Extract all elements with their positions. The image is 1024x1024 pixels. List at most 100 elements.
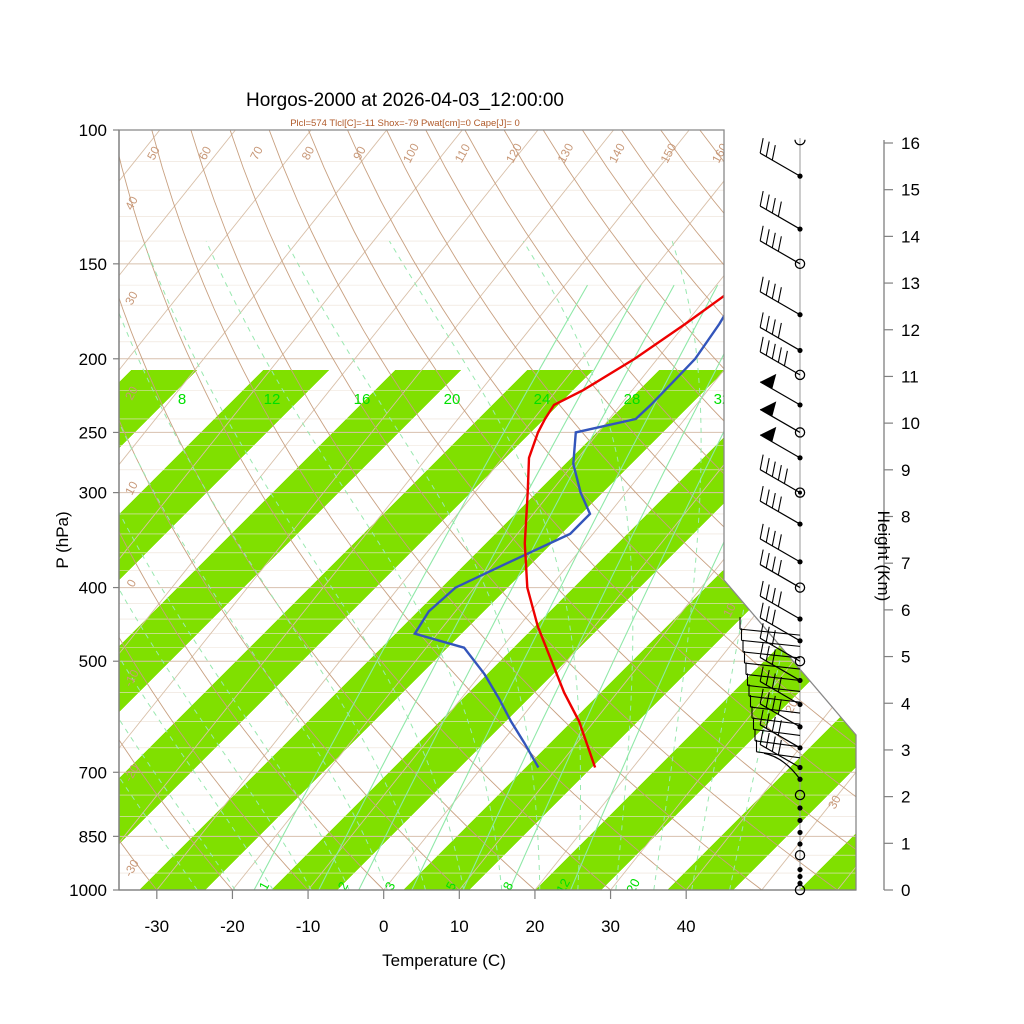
- pressure-tick-label: 100: [79, 121, 107, 140]
- wind-level-dot: [797, 701, 803, 708]
- height-axis-label: Height (Km): [874, 511, 893, 602]
- pressure-tick-label: 150: [79, 255, 107, 274]
- wind-barb: [755, 739, 801, 759]
- dry-adiabat-label: 80: [299, 144, 318, 163]
- wind-barb: [759, 426, 801, 459]
- height-tick-label: 14: [901, 227, 920, 246]
- wind-barb: [759, 312, 801, 351]
- mixing-ratio-label: 3: [382, 879, 399, 892]
- wind-barb: [759, 666, 801, 705]
- wind-barb: [740, 628, 801, 647]
- height-tick-label: 15: [901, 181, 920, 200]
- temperature-tick-label: 0: [379, 917, 388, 936]
- theta-label: 24: [534, 391, 551, 408]
- dry-adiabat-label: 60: [196, 144, 215, 163]
- wind-barb: [746, 673, 801, 693]
- wind-level-dot: [797, 724, 803, 730]
- wind-barb: [759, 549, 801, 589]
- wind-barb: [763, 752, 801, 780]
- temperature-tick-label: 40: [677, 917, 696, 936]
- pressure-axis-label: P (hPa): [53, 511, 72, 568]
- isotherm-right-label: 10: [720, 601, 739, 620]
- pressure-axis: 100 150 200 250 300 400 500 700 850 1000: [69, 121, 120, 900]
- wind-barb: [751, 706, 801, 725]
- height-tick-label: 1: [901, 834, 910, 853]
- height-tick-label: 12: [901, 321, 920, 340]
- height-tick-label: 9: [901, 461, 910, 480]
- height-tick-label: 16: [901, 134, 920, 153]
- pressure-tick-label: 500: [79, 652, 107, 671]
- wind-barb-column: [739, 138, 806, 896]
- wind-level-dot: [797, 873, 803, 880]
- page-title: Horgos-2000 at 2026-04-03_12:00:00: [246, 90, 564, 111]
- pressure-tick-label: 300: [79, 484, 107, 503]
- temperature-axis-label: Temperature (C): [382, 951, 506, 970]
- wind-level-dot: [797, 866, 803, 873]
- dry-adiabat-label: 70: [247, 144, 266, 163]
- wind-level-circle: [794, 582, 806, 593]
- wind-barb: [739, 617, 801, 636]
- wind-level-dot: [797, 805, 803, 811]
- wind-level-dot: [797, 764, 803, 771]
- height-tick-label: 3: [901, 741, 910, 760]
- theta-label: 20: [444, 391, 461, 408]
- height-tick-label: 2: [901, 788, 910, 807]
- temperature-tick-label: 10: [450, 917, 469, 936]
- isotherm-right-label: 30: [825, 793, 844, 812]
- wind-level-circle: [794, 789, 806, 801]
- isotherm-left-label: 10: [122, 479, 141, 498]
- wind-level-ring: [794, 487, 806, 498]
- height-tick-label: 8: [901, 508, 910, 527]
- theta-label: 28: [624, 391, 641, 408]
- subtitle-stats: Plcl=574 Tlcl[C]=-11 Shox=-79 Pwat[cm]=0…: [290, 118, 520, 129]
- isotherm-left-label: 30: [122, 289, 141, 308]
- pressure-tick-label: 850: [79, 827, 107, 846]
- pressure-tick-label: 1000: [69, 881, 107, 900]
- wind-level-dot: [797, 638, 803, 644]
- height-tick-label: 5: [901, 648, 910, 667]
- wind-barb: [752, 717, 801, 736]
- isotherm-left-label: 20: [122, 384, 141, 403]
- wind-level-dot: [797, 880, 803, 886]
- temperature-tick-label: 20: [525, 917, 544, 936]
- wind-level-dot: [797, 817, 803, 824]
- wind-barb: [759, 523, 801, 563]
- wind-level-dot: [797, 829, 803, 836]
- wind-level-dot: [797, 559, 803, 565]
- wind-barb: [759, 373, 801, 406]
- height-tick-label: 0: [901, 881, 910, 900]
- moist-adiabat-lines: [119, 240, 856, 890]
- temperature-tick-label: -30: [145, 917, 170, 936]
- wind-level-circle: [794, 655, 806, 667]
- pressure-tick-label: 200: [79, 350, 107, 369]
- height-tick-label: 4: [901, 694, 910, 713]
- height-tick-label: 7: [901, 554, 910, 573]
- wind-barb: [759, 190, 801, 230]
- wind-barb: [759, 485, 801, 525]
- height-tick-label: 11: [901, 367, 919, 386]
- wind-barb: [759, 336, 801, 376]
- height-tick-label: 6: [901, 601, 910, 620]
- wind-barb: [759, 709, 801, 749]
- theta-label: 12: [264, 391, 281, 408]
- wind-barb: [759, 642, 801, 681]
- wind-barb: [742, 639, 801, 659]
- wind-barb: [745, 662, 801, 681]
- wind-level-dot: [797, 841, 803, 847]
- pressure-tick-label: 700: [79, 763, 107, 782]
- temperature-tick-label: 30: [601, 917, 620, 936]
- wind-barb: [743, 651, 801, 670]
- temperature-tick-label: -10: [296, 917, 321, 936]
- temperature-tick-label: -20: [220, 917, 245, 936]
- pressure-tick-label: 400: [79, 579, 107, 598]
- mixing-ratio-label: 2: [335, 879, 352, 892]
- theta-label: 16: [354, 391, 371, 408]
- wind-barb: [759, 580, 801, 620]
- wind-barb: [759, 454, 801, 494]
- height-tick-label: 10: [901, 414, 920, 433]
- temperature-axis: -30 -20 -10 0 10 20 30 40: [119, 889, 856, 936]
- dry-adiabat-label: 50: [144, 144, 163, 163]
